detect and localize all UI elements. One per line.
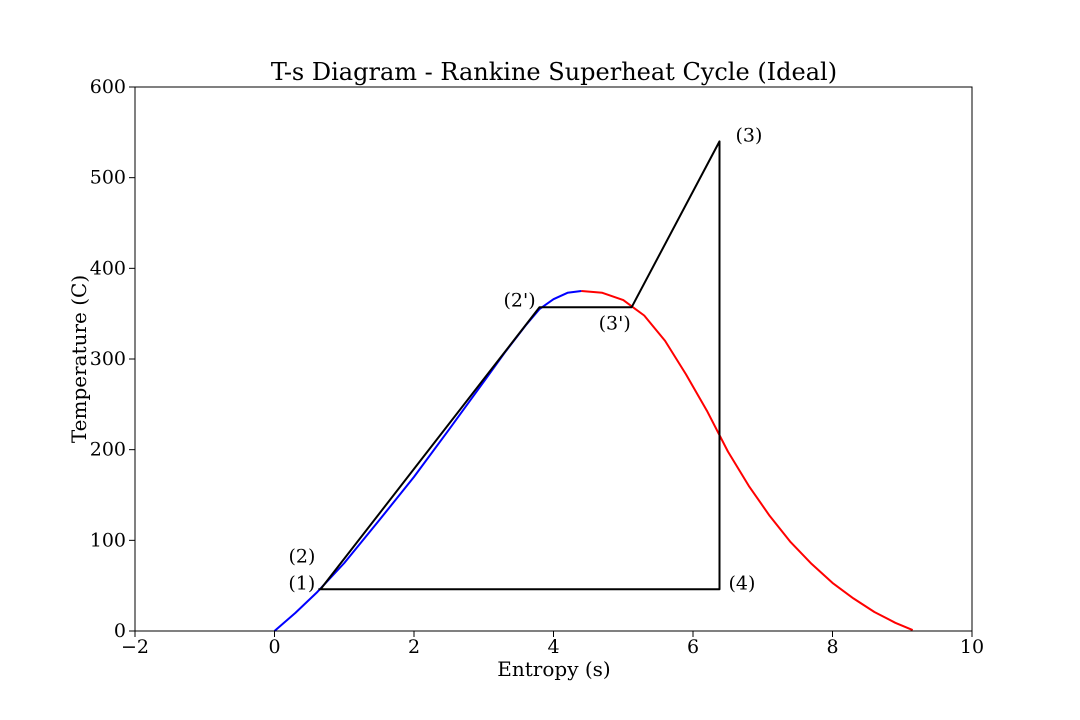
y-tick-label: 0: [114, 620, 126, 642]
chart-title: T-s Diagram - Rankine Superheat Cycle (I…: [271, 58, 837, 86]
rankine-cycle-line: [318, 140, 721, 591]
plot-area: [273, 140, 914, 632]
x-axis: −2 0 2 4 6 8 10: [121, 631, 984, 658]
state-label: (2): [289, 545, 316, 567]
x-tick-label: 10: [960, 636, 984, 658]
y-axis: 0 100 200 300 400 500 600: [90, 76, 135, 642]
x-tick-label: 0: [268, 636, 280, 658]
state-point-labels: (1) (2) (2') (3') (3) (4): [288, 124, 762, 594]
x-tick-label: 4: [547, 636, 559, 658]
y-tick-label: 100: [90, 529, 126, 551]
y-tick-label: 600: [90, 76, 126, 98]
y-tick-label: 200: [90, 439, 126, 461]
x-tick-label: 8: [826, 636, 838, 658]
saturated-vapor-line: [581, 290, 914, 632]
y-tick-label: 500: [90, 167, 126, 189]
y-tick-label: 400: [90, 257, 126, 279]
x-tick-label: 6: [687, 636, 699, 658]
x-axis-label: Entropy (s): [497, 657, 610, 681]
axes-frame: [134, 86, 973, 632]
state-label: (2'): [504, 289, 536, 311]
state-label: (1): [288, 572, 315, 594]
y-tick-label: 300: [90, 348, 126, 370]
x-tick-label: −2: [121, 636, 149, 658]
y-axis-label: Temperature (C): [67, 275, 91, 443]
x-tick-label: 2: [408, 636, 420, 658]
saturated-liquid-line: [273, 290, 582, 632]
state-label: (3'): [599, 312, 631, 334]
state-label: (3): [736, 124, 763, 146]
state-label: (4): [729, 572, 756, 594]
